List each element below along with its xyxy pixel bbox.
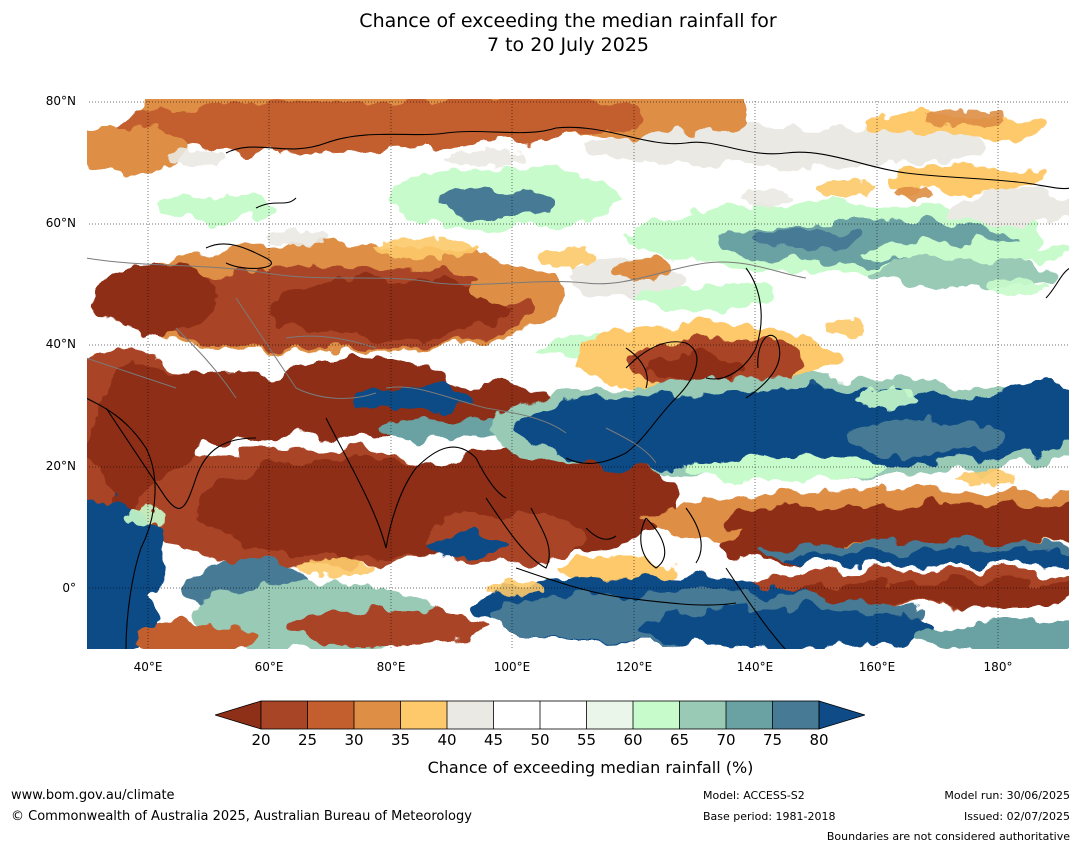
model-info: Model: ACCESS-S2: [703, 789, 805, 802]
lon-label-160e: 160°E: [858, 660, 896, 674]
lon-label-180: 180°: [983, 660, 1013, 674]
colorbar-segment-60-65: [633, 701, 680, 729]
lat-label-20n: 20°N: [45, 459, 76, 473]
colorbar-segment-40-45: [447, 701, 494, 729]
colorbar-segment-75-80: [772, 701, 819, 729]
colorbar-tick-70: 70: [716, 731, 736, 749]
lat-label-40n: 40°N: [45, 337, 76, 351]
colorbar-segment-55-60: [586, 701, 633, 729]
lon-label-80e: 80°E: [376, 660, 406, 674]
colorbar-segment-65-70: [679, 701, 726, 729]
lon-label-100e: 100°E: [493, 660, 531, 674]
lat-label-60n: 60°N: [45, 216, 76, 230]
base-period-info: Base period: 1981-2018: [703, 810, 836, 823]
boundaries-disclaimer: Boundaries are not considered authoritat…: [826, 830, 1070, 843]
issued-date: Issued: 02/07/2025: [963, 810, 1070, 823]
colorbar-tick-50: 50: [530, 731, 550, 749]
colorbar-tick-80: 80: [809, 731, 829, 749]
lat-label-0: 0°: [62, 581, 76, 595]
lon-label-40e: 40°E: [133, 660, 163, 674]
colorbar-segment-70-75: [726, 701, 773, 729]
colorbar-tick-30: 30: [344, 731, 364, 749]
colorbar-tick-45: 45: [483, 731, 504, 749]
lon-label-120e: 120°E: [615, 660, 653, 674]
colorbar: [213, 700, 867, 730]
colorbar-tick-65: 65: [669, 731, 690, 749]
colorbar-tick-40: 40: [437, 731, 457, 749]
colorbar-tick-25: 25: [297, 731, 318, 749]
colorbar-tick-75: 75: [762, 731, 783, 749]
map-title-line1: Chance of exceeding the median rainfall …: [359, 10, 777, 32]
colorbar-min-extension: [213, 700, 262, 730]
colorbar-tick-35: 35: [390, 731, 411, 749]
lat-label-80n: 80°N: [45, 94, 76, 108]
copyright-text: © Commonwealth of Australia 2025, Austra…: [11, 809, 472, 824]
rainfall-speckles: [126, 110, 1046, 596]
colorbar-segment-30-35: [354, 701, 401, 729]
rainfall-probability-map: [86, 98, 1070, 650]
website-link[interactable]: www.bom.gov.au/climate: [11, 788, 175, 803]
colorbar-label: Chance of exceeding median rainfall (%): [427, 758, 754, 777]
colorbar-tick-60: 60: [623, 731, 643, 749]
colorbar-segment-35-40: [400, 701, 447, 729]
coastlines: [86, 126, 1070, 650]
colorbar-segment-45-50: [493, 701, 540, 729]
colorbar-segment-25-30: [307, 701, 354, 729]
lon-label-140e: 140°E: [736, 660, 774, 674]
model-run-info: Model run: 30/06/2025: [944, 789, 1070, 802]
lon-label-60e: 60°E: [254, 660, 284, 674]
graticule: [86, 98, 1070, 650]
colorbar-tick-55: 55: [576, 731, 597, 749]
map-title-line2: 7 to 20 July 2025: [486, 34, 650, 56]
colorbar-max-extension: [818, 700, 867, 730]
rainfall-field: [86, 98, 1070, 650]
colorbar-segment-50-55: [540, 701, 587, 729]
country-borders: [86, 257, 807, 464]
colorbar-tick-20: 20: [251, 731, 271, 749]
map-title: Chance of exceeding the median rainfall …: [0, 9, 1081, 57]
colorbar-segment-20-25: [261, 701, 308, 729]
